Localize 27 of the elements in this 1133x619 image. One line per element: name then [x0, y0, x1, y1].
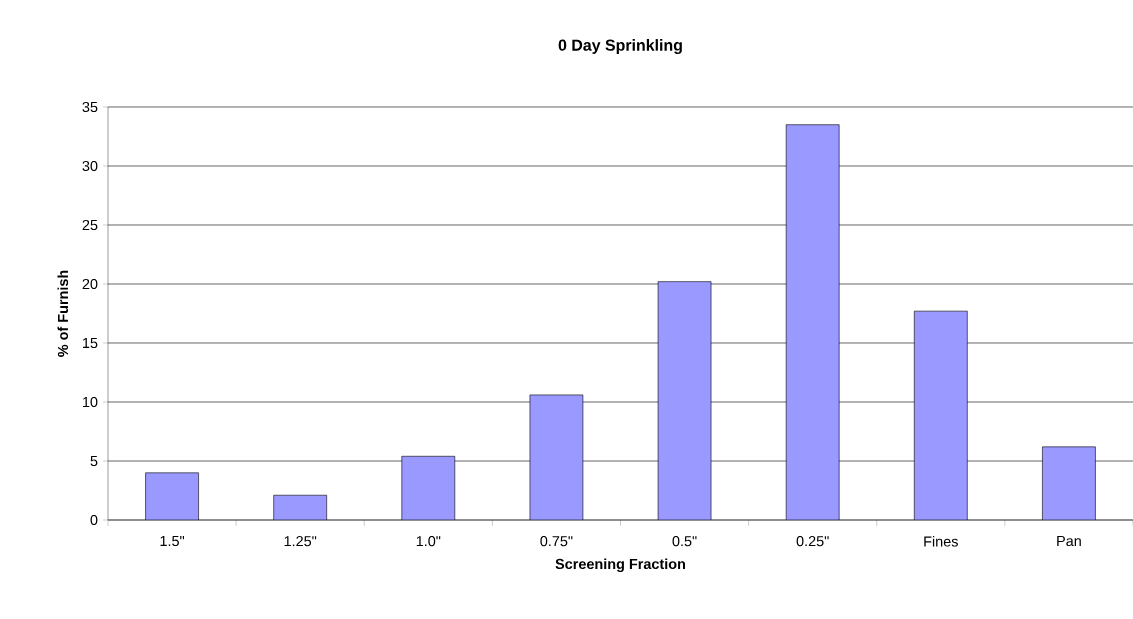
bar: [657, 281, 712, 520]
y-tick-label: 5: [90, 455, 98, 467]
x-tick-label: Pan: [1057, 536, 1081, 547]
y-tick-label: 35: [82, 101, 98, 113]
bar: [145, 472, 199, 520]
y-axis-title: % of Furnish: [57, 270, 69, 357]
chart-title: 0 Day Sprinkling: [558, 39, 682, 54]
x-tick-label: 1.0": [416, 536, 441, 547]
bar: [529, 394, 584, 520]
y-tick-label: 0: [90, 514, 98, 526]
x-tick-label: 1.5": [160, 536, 185, 547]
bar: [785, 124, 840, 520]
x-tick-label: 0.5": [672, 536, 697, 547]
bar: [273, 494, 327, 520]
bar: [401, 455, 456, 520]
y-tick-label: 25: [82, 219, 98, 231]
x-tick-label: 1.25": [284, 536, 317, 547]
y-tick-label: 10: [83, 396, 98, 408]
bar: [1042, 446, 1096, 520]
x-tick-label: 0.25": [796, 536, 829, 547]
x-axis-title: Screening Fraction: [555, 558, 686, 572]
y-tick-label: 30: [82, 160, 98, 172]
y-tick-label: 20: [82, 278, 98, 290]
y-tick-label: 15: [83, 337, 98, 349]
x-tick-label: 0.75": [540, 536, 573, 547]
x-tick-label: Fines: [924, 536, 958, 547]
bar: [913, 310, 968, 520]
